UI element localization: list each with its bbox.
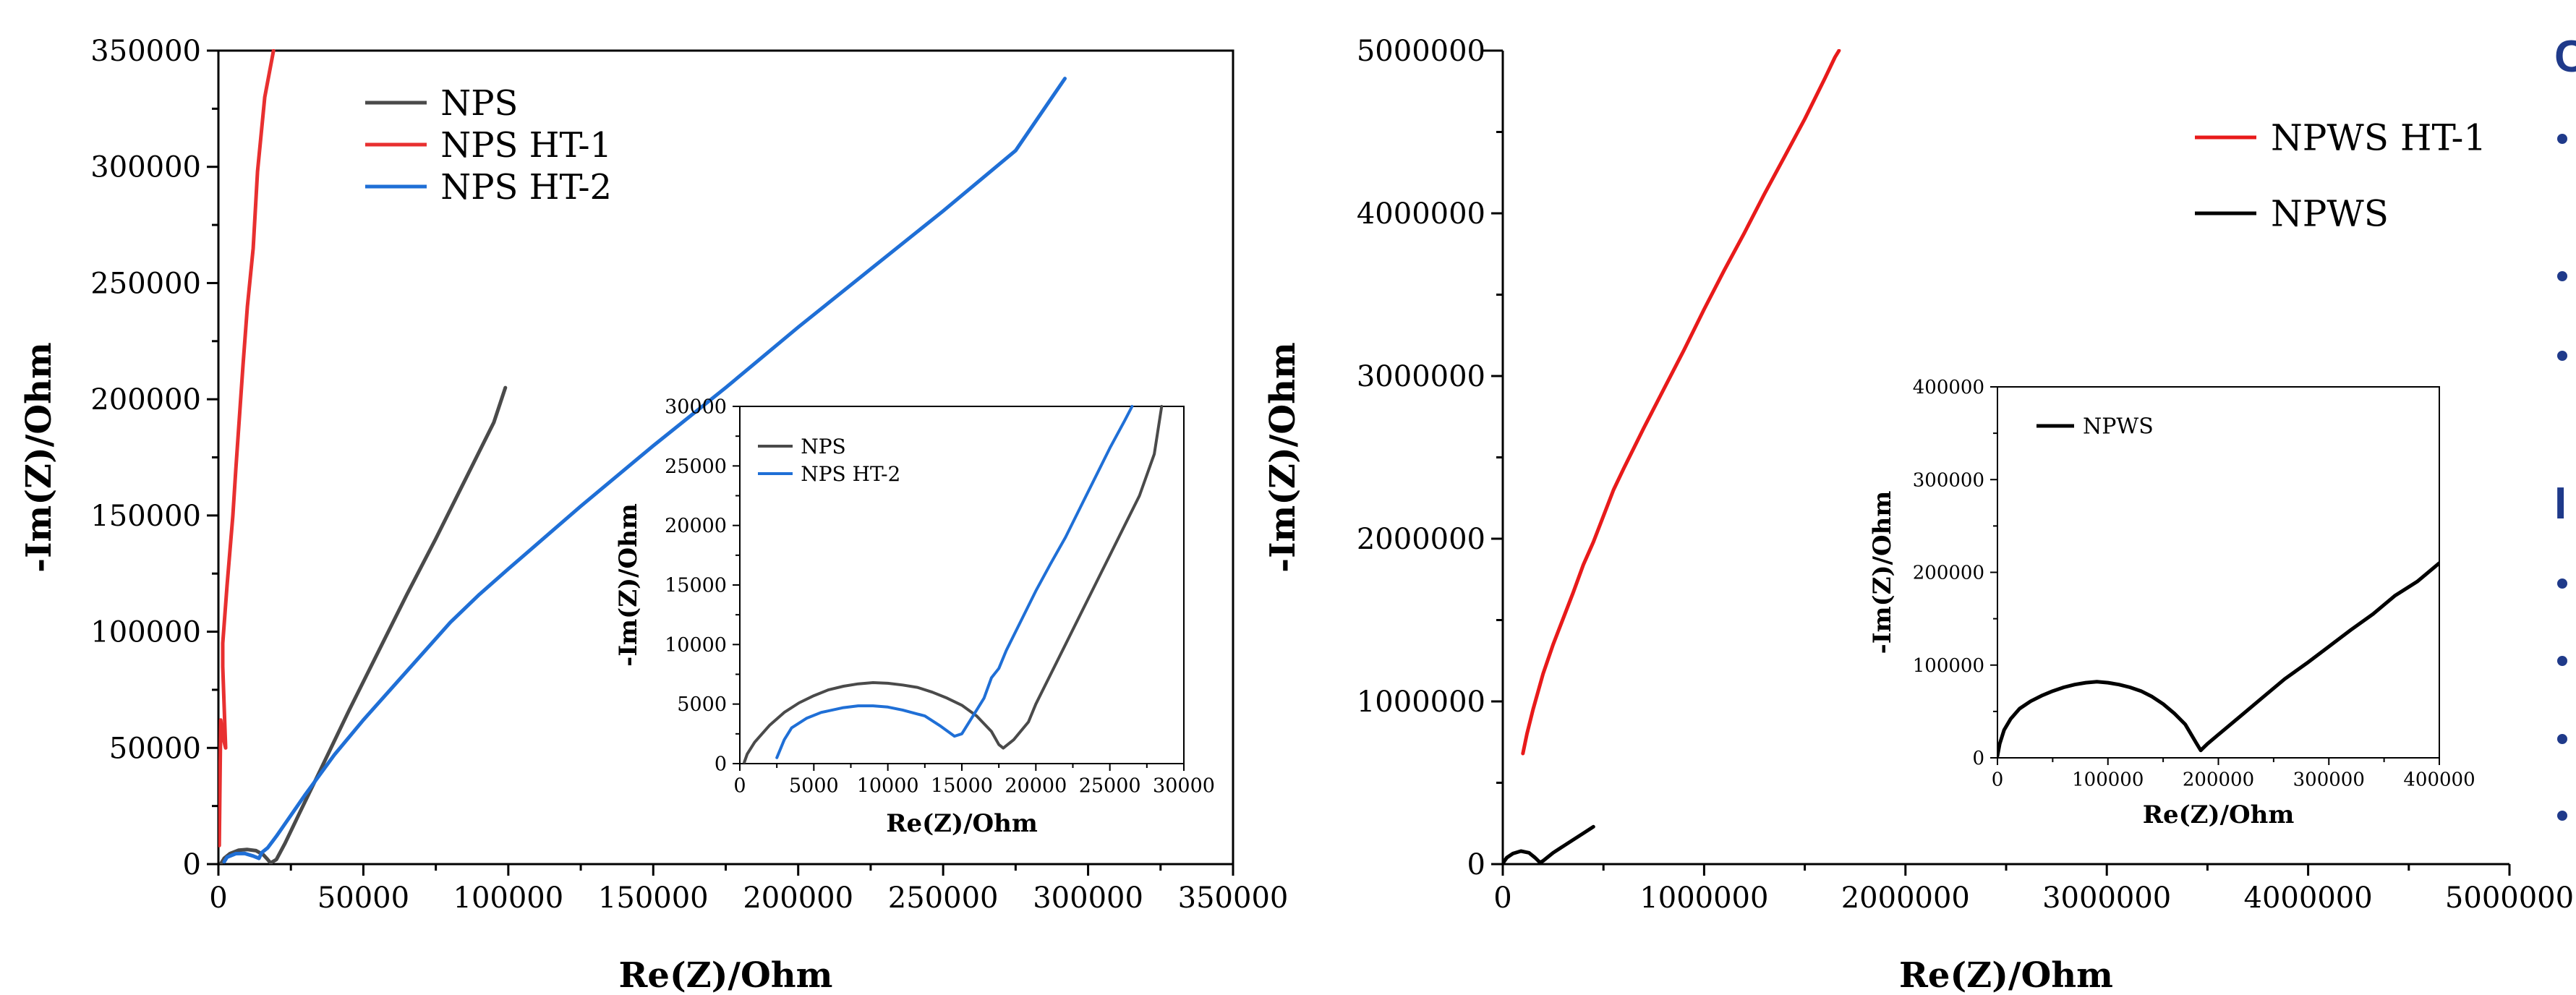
legend-label: NPS — [440, 83, 518, 124]
y-tick-label: 30000 — [665, 396, 727, 418]
series-line-nps-ht-2 — [775, 405, 1134, 759]
right-inset-chart: 0 100000 200000 300000 400000 0 100000 200000 30… — [1868, 377, 2475, 829]
y-tick-label: 15000 — [665, 574, 727, 597]
x-tick-label: 5000 — [789, 775, 839, 798]
legend-label: NPWS HT-1 — [2271, 117, 2486, 159]
legend-label: NPS HT-1 — [440, 125, 612, 166]
side-bullet — [2557, 578, 2567, 589]
x-tick-label: 100000 — [453, 881, 564, 915]
x-tick-label: 300000 — [1033, 881, 1143, 915]
y-tick-label: 350000 — [90, 35, 201, 68]
x-tick-label: 100000 — [2072, 769, 2144, 791]
series-line-npws — [1997, 561, 2439, 758]
legend-label: NPS HT-2 — [440, 167, 612, 208]
x-tick-label: 0 — [209, 881, 227, 915]
y-tick-label: 2000000 — [1357, 523, 1485, 556]
x-axis-title: Re(Z)/Ohm — [886, 809, 1038, 838]
x-tick-label: 1000000 — [1639, 881, 1768, 915]
x-tick-label: 250000 — [888, 881, 999, 915]
side-bullet — [2557, 351, 2567, 361]
y-tick-label: 100000 — [90, 616, 201, 649]
x-tick-label: 4000000 — [2244, 881, 2373, 915]
y-tick-label: 0 — [1467, 848, 1485, 881]
x-axis-title: Re(Z)/Ohm — [619, 955, 833, 995]
series-line-nps-ht-2 — [222, 77, 1067, 864]
y-tick-label: 0 — [715, 753, 727, 775]
x-tick-label: 10000 — [857, 775, 919, 798]
y-tick-label: 20000 — [665, 515, 727, 537]
x-tick-label: 2000000 — [1841, 881, 1970, 915]
series-line-nps-ht-1 — [218, 49, 276, 847]
x-tick-label: 150000 — [598, 881, 709, 915]
y-tick-label: 400000 — [1913, 377, 1984, 398]
series-line-nps — [219, 385, 508, 864]
y-tick-label: 100000 — [1913, 655, 1984, 677]
y-tick-label: 50000 — [109, 732, 201, 765]
legend-label: NPWS — [2271, 193, 2389, 235]
y-tick-label: 300000 — [1913, 469, 1984, 491]
y-tick-label: 250000 — [90, 267, 201, 300]
y-tick-label: 0 — [1972, 748, 1984, 769]
side-heading-1: C — [2554, 32, 2576, 82]
x-tick-label: 30000 — [1153, 775, 1215, 798]
y-tick-label: 150000 — [90, 500, 201, 533]
y-tick-label: 10000 — [665, 634, 727, 657]
x-tick-label: 5000000 — [2445, 881, 2574, 915]
y-tick-label: 25000 — [665, 456, 727, 478]
side-heading-2: I — [2554, 479, 2567, 529]
x-axis-title: Re(Z)/Ohm — [1899, 955, 2113, 995]
y-tick-label: 200000 — [1913, 563, 1984, 584]
x-tick-label: 0 — [1992, 769, 2004, 791]
y-tick-label: 5000000 — [1357, 35, 1485, 68]
x-axis-title: Re(Z)/Ohm — [2143, 800, 2295, 829]
side-bullet — [2557, 811, 2567, 821]
plot-frame — [739, 406, 1185, 764]
left-inset-chart: 0 5000 10000 15000 20000 25000 30000 0 5000 10000… — [614, 396, 1215, 838]
x-tick-label: 0 — [1493, 881, 1511, 915]
y-tick-label: 200000 — [90, 383, 201, 417]
side-bullet — [2557, 134, 2567, 144]
right-main-chart: 0 1000000 2000000 3000000 4000000 50000000100… — [1263, 35, 2574, 995]
y-tick-label: 4000000 — [1357, 197, 1485, 231]
y-tick-label: 5000 — [677, 693, 727, 716]
x-tick-label: 0 — [733, 775, 746, 798]
cropped-side-panel: C I — [2553, 0, 2576, 995]
y-axis-title: -Im(Z)/Ohm — [19, 342, 59, 573]
series-line-npws-ht-1 — [1521, 49, 1841, 756]
x-tick-label: 25000 — [1079, 775, 1141, 798]
x-tick-label: 3000000 — [2042, 881, 2171, 915]
plot-frame — [1997, 386, 2440, 759]
legend-label: NPS HT-2 — [801, 462, 900, 486]
y-tick-label: 3000000 — [1357, 360, 1485, 393]
x-tick-label: 15000 — [931, 775, 993, 798]
legend-label: NPWS — [2083, 414, 2154, 440]
x-tick-label: 400000 — [2403, 769, 2475, 791]
y-axis-title: -Im(Z)/Ohm — [614, 503, 643, 667]
y-axis-title: -Im(Z)/Ohm — [1868, 491, 1897, 654]
x-tick-label: 200000 — [2183, 769, 2254, 791]
x-tick-label: 50000 — [317, 881, 409, 915]
x-tick-label: 200000 — [743, 881, 853, 915]
x-tick-label: 20000 — [1005, 775, 1067, 798]
side-bullet — [2557, 734, 2567, 744]
side-bullet — [2557, 656, 2567, 666]
series-line-npws — [1503, 824, 1595, 864]
x-tick-label: 300000 — [2293, 769, 2365, 791]
y-tick-label: 0 — [183, 848, 201, 881]
legend-label: NPS — [801, 435, 846, 458]
y-axis-title: -Im(Z)/Ohm — [1263, 342, 1303, 573]
y-tick-label: 300000 — [90, 151, 201, 184]
side-bullet — [2557, 271, 2567, 281]
series-line-nps — [743, 405, 1164, 764]
y-tick-label: 1000000 — [1357, 686, 1485, 719]
x-tick-label: 350000 — [1178, 881, 1289, 915]
